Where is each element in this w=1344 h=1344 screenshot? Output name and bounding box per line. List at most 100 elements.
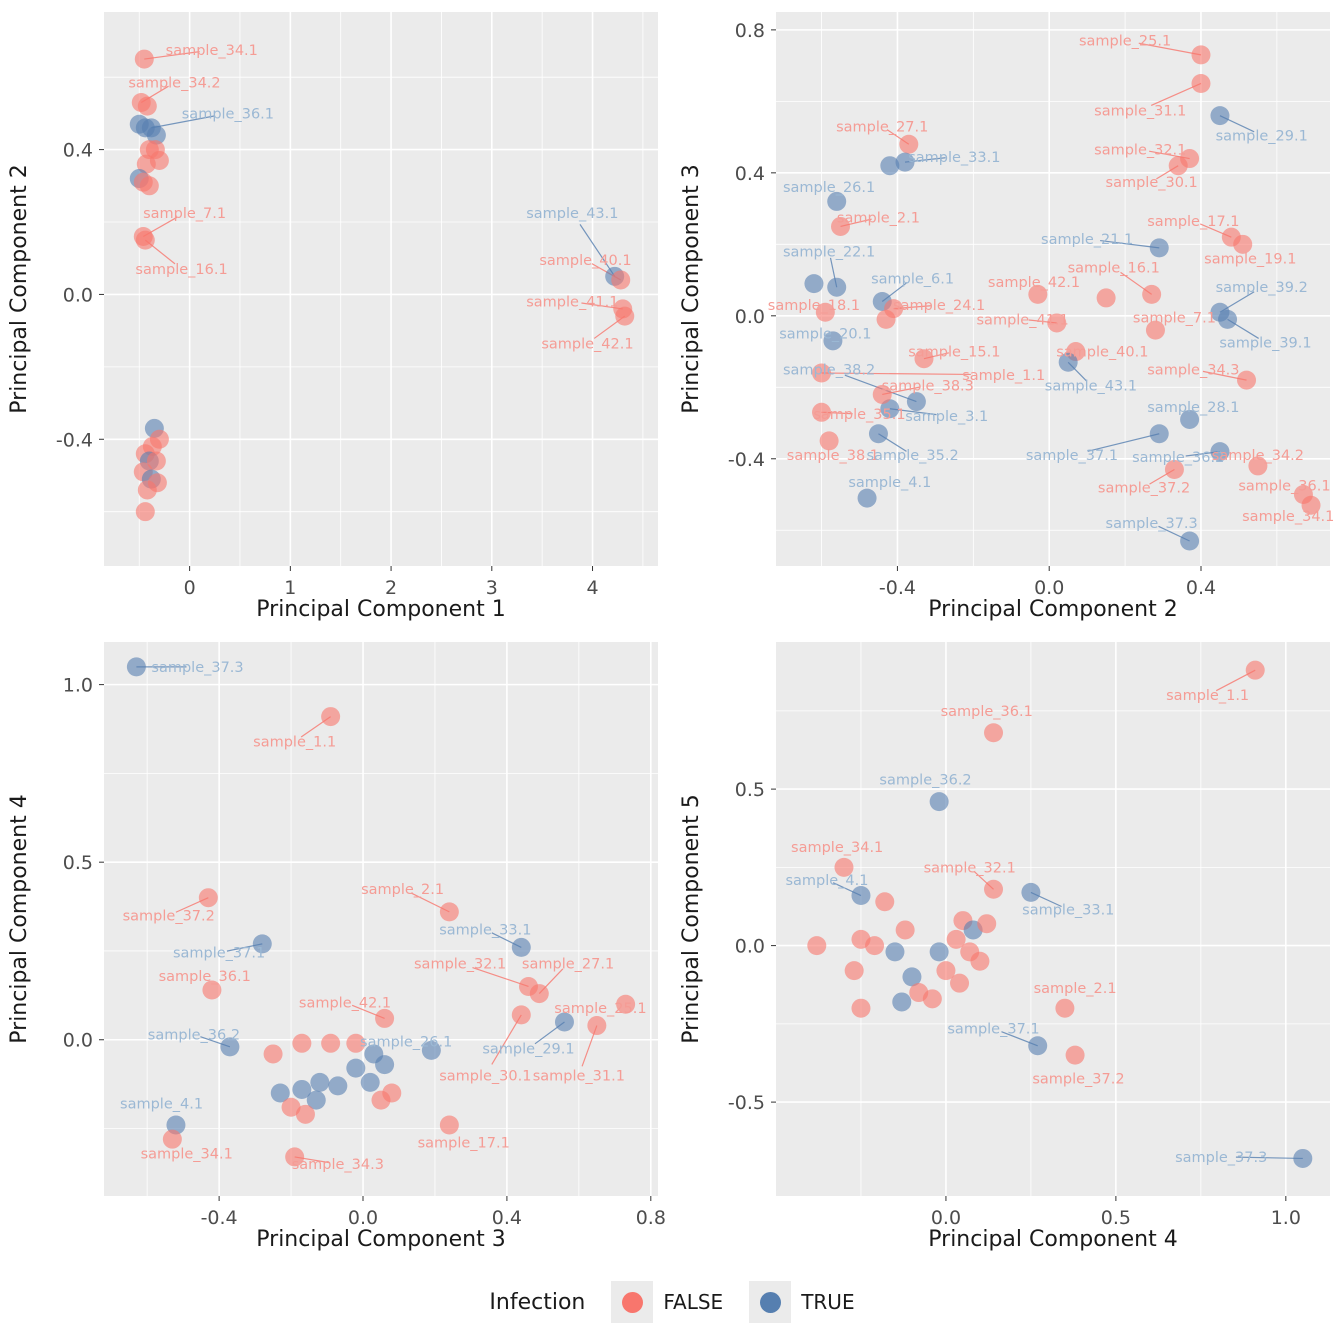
point-label: sample_2.1 xyxy=(837,211,920,227)
point-label: sample_4.1 xyxy=(785,873,868,889)
legend: Infection FALSE TRUE xyxy=(0,1260,1344,1344)
data-point-true xyxy=(892,992,912,1012)
label-leader-line xyxy=(491,1014,522,1065)
data-point-false xyxy=(960,942,980,962)
legend-key-true: TRUE xyxy=(749,1281,855,1323)
point-label: sample_15.1 xyxy=(908,345,1000,361)
x-tick-label: -0.4 xyxy=(879,577,916,599)
data-point-true xyxy=(1021,882,1041,902)
panel-pc3-pc4: -0.4 0.0 0.4 0.8 0.0 0.5 1.0 sample_37.3 sample_… xyxy=(0,630,672,1260)
point-label: sample_38.2 xyxy=(783,362,875,378)
data-point-true xyxy=(346,1058,366,1078)
point-label: sample_36.1 xyxy=(1238,479,1330,495)
x-tick-label: 0.4 xyxy=(492,1207,522,1229)
data-point-false xyxy=(819,431,839,451)
y-tick-label: -0.4 xyxy=(728,449,765,471)
y-tick-label: -0.5 xyxy=(728,1092,765,1114)
data-point-false xyxy=(844,961,864,981)
data-point-false xyxy=(946,929,966,949)
point-label: sample_33.1 xyxy=(439,923,531,939)
label-leader-line xyxy=(1087,433,1160,452)
point-label: sample_7.1 xyxy=(143,206,226,222)
legend-label-false: FALSE xyxy=(663,1290,724,1314)
point-label: sample_40.1 xyxy=(1056,345,1148,361)
label-leader-line xyxy=(579,224,616,277)
data-point-true xyxy=(306,1090,326,1110)
x-tick-label: 0.4 xyxy=(1186,577,1216,599)
data-point-false xyxy=(922,989,942,1009)
x-axis-title: Principal Component 3 xyxy=(256,1227,505,1252)
legend-title: Infection xyxy=(489,1289,586,1315)
panel-pc4-pc5: 0.0 0.5 1.0 -0.5 0.0 0.5 sample_1.1 sample_36.1… xyxy=(672,630,1344,1260)
point-label: sample_27.1 xyxy=(836,119,928,135)
data-point-false xyxy=(950,973,970,993)
point-label: sample_34.3 xyxy=(1147,362,1239,378)
data-point-false xyxy=(1237,370,1257,390)
data-point-false xyxy=(834,857,854,877)
data-point-true xyxy=(929,942,949,962)
data-point-false xyxy=(1191,73,1211,93)
plot-panel-background xyxy=(104,12,658,566)
x-tick-label: 1.0 xyxy=(1271,1207,1301,1229)
y-axis-title: Principal Component 3 xyxy=(679,164,704,413)
point-label: sample_37.3 xyxy=(151,660,243,676)
point-label: sample_2.1 xyxy=(361,882,444,898)
data-point-false xyxy=(936,961,956,981)
x-axis-title: Principal Component 4 xyxy=(928,1227,1177,1252)
data-point-false xyxy=(831,216,851,236)
data-point-false xyxy=(137,96,157,116)
data-point-false xyxy=(851,998,871,1018)
data-point-false xyxy=(198,888,218,908)
x-tick-label: 0.0 xyxy=(931,1207,961,1229)
point-label: sample_37.3 xyxy=(1175,1150,1267,1166)
data-point-false xyxy=(1164,459,1184,479)
data-point-true xyxy=(1180,409,1200,429)
data-point-true xyxy=(851,886,871,906)
point-label: sample_6.1 xyxy=(871,271,954,287)
point-label: sample_22.1 xyxy=(783,244,875,260)
point-label: sample_33.1 xyxy=(1022,903,1114,919)
y-tick-label: 0.8 xyxy=(735,20,765,42)
point-label: sample_32.1 xyxy=(1094,143,1186,159)
legend-dot-true-icon xyxy=(759,1291,781,1313)
data-point-false xyxy=(977,914,997,934)
point-label: sample_35.2 xyxy=(866,448,958,464)
point-label: sample_7.1 xyxy=(1133,311,1216,327)
label-leader-line xyxy=(151,115,215,129)
data-point-false xyxy=(134,49,154,69)
point-label: sample_3.1 xyxy=(905,409,988,425)
point-label: sample_41.1 xyxy=(526,295,618,311)
data-point-true xyxy=(1210,106,1230,126)
data-point-true xyxy=(360,1072,380,1092)
data-point-false xyxy=(876,309,896,329)
y-tick-label: 0.0 xyxy=(735,306,765,328)
data-point-false xyxy=(1145,320,1165,340)
point-label: sample_41.1 xyxy=(977,312,1069,328)
point-label: sample_34.1 xyxy=(1242,509,1334,525)
data-point-true xyxy=(270,1083,290,1103)
point-label: sample_36.2 xyxy=(879,773,971,789)
x-tick-label: 2 xyxy=(385,577,397,599)
point-label: sample_30.1 xyxy=(439,1068,531,1084)
point-label: sample_34.1 xyxy=(166,43,258,59)
data-point-false xyxy=(984,879,1004,899)
point-label: sample_33.1 xyxy=(908,150,1000,166)
data-point-true xyxy=(166,1115,186,1135)
scatter-pc1-pc2: 0 1 2 3 4 -0.4 0.0 0.4 sample_34.1 sample_34.2sam… xyxy=(7,12,658,622)
data-point-false xyxy=(984,723,1004,743)
y-tick-label: 0.0 xyxy=(63,1030,93,1052)
data-point-false xyxy=(1142,284,1162,304)
data-point-true xyxy=(906,392,926,412)
point-label: sample_1.1 xyxy=(962,368,1045,384)
point-label: sample_26.1 xyxy=(783,180,875,196)
x-axis-title: Principal Component 1 xyxy=(256,597,505,622)
point-label: sample_17.1 xyxy=(418,1136,510,1152)
data-point-false xyxy=(1301,495,1321,515)
point-label: sample_39.2 xyxy=(1216,280,1308,296)
data-point-true xyxy=(880,156,900,176)
data-point-false xyxy=(815,302,835,322)
data-point-false xyxy=(1096,288,1116,308)
point-label: sample_31.1 xyxy=(533,1068,625,1084)
point-label: sample_36.2 xyxy=(148,1027,240,1043)
point-label: sample_20.1 xyxy=(779,327,871,343)
